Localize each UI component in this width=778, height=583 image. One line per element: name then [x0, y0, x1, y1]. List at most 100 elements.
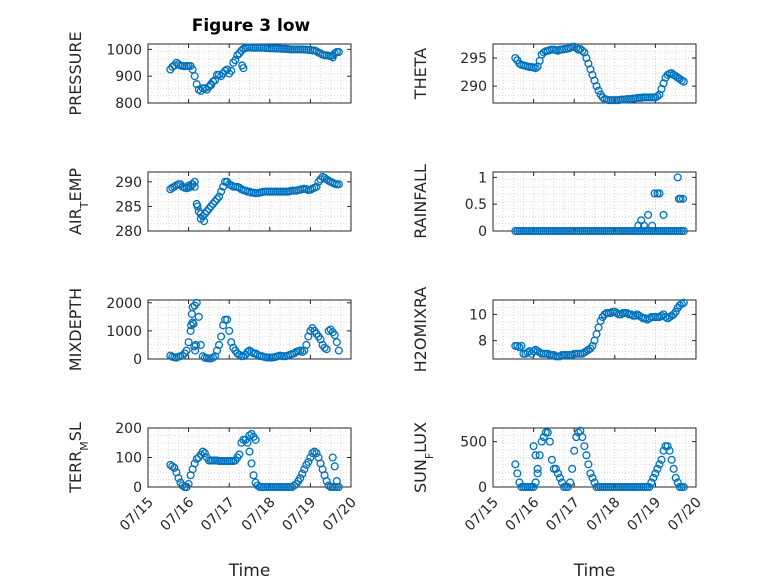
data-point [168, 462, 177, 471]
xtick-label: 07/18 [584, 495, 624, 535]
data-point [322, 175, 331, 184]
data-point [290, 481, 299, 490]
data-point [586, 469, 595, 478]
data-point [663, 314, 672, 323]
data-point [533, 464, 542, 473]
data-point [237, 46, 246, 55]
subplot-1: 290 295 THETA [411, 42, 697, 105]
data-point [679, 226, 688, 236]
data-point [215, 340, 224, 350]
xtick-label: 07/16 [503, 494, 543, 534]
axes-frame-5 [492, 299, 697, 360]
subplot-3: 0 0.5 1 RAINFALL [411, 164, 697, 240]
data-point [300, 465, 309, 474]
xtick-label: 07/17 [198, 495, 238, 535]
data-point [217, 332, 226, 341]
xlabel-6: Time [228, 561, 271, 581]
data-point [239, 64, 248, 73]
data-point [302, 340, 311, 350]
data-point [547, 455, 556, 464]
data-point [190, 177, 199, 186]
data-point [298, 469, 307, 478]
data-point [322, 345, 331, 354]
data-point [231, 56, 240, 65]
data-point [644, 210, 653, 219]
data-point [332, 338, 341, 347]
ytick-label: 500 [460, 435, 487, 451]
data-point [655, 312, 664, 322]
data-point [671, 473, 680, 482]
ytick-label: 900 [115, 69, 142, 85]
data-point [574, 428, 583, 437]
data-point [612, 309, 621, 318]
ytick-label: 285 [115, 199, 142, 215]
data-point [596, 316, 605, 326]
ytick-label: 295 [460, 51, 487, 67]
data-point [582, 347, 591, 356]
data-point [184, 479, 193, 489]
data-point [665, 312, 674, 322]
data-point [566, 478, 575, 487]
data-point [588, 473, 597, 482]
ylabel-2: AIRTEMP [66, 168, 91, 235]
data-point [190, 342, 199, 351]
data-point [310, 447, 319, 456]
data-point [511, 53, 520, 63]
data-point [513, 469, 522, 478]
data-point [191, 340, 200, 350]
data-point [306, 453, 315, 462]
data-point [594, 86, 603, 95]
data-point [588, 341, 597, 350]
data-point [633, 310, 642, 319]
data-point [649, 473, 658, 482]
data-point [676, 194, 685, 203]
data-point [626, 310, 636, 319]
axes-frame-4 [147, 299, 352, 360]
data-point [225, 326, 234, 335]
axes-frame-3 [492, 171, 697, 232]
data-point [675, 301, 684, 310]
data-point [239, 352, 248, 361]
axes-frame-7 [492, 427, 697, 488]
xlabel-7: Time [573, 561, 616, 581]
xtick-label: 07/19 [624, 495, 664, 535]
data-point [199, 217, 209, 226]
data-point [192, 454, 201, 464]
data-point [533, 469, 542, 478]
data-point [648, 221, 657, 230]
data-point [584, 460, 593, 469]
data-point [531, 478, 540, 487]
data-point [308, 449, 317, 458]
data-point [326, 52, 335, 61]
data-point [251, 435, 260, 444]
data-point [166, 185, 175, 194]
data-point [215, 70, 224, 79]
ytick-label: 0.5 [465, 197, 487, 213]
ytick-label: 2000 [106, 296, 142, 312]
data-point [647, 478, 656, 487]
data-point [330, 462, 339, 471]
data-point [334, 47, 343, 57]
data-point [312, 47, 321, 56]
data-point [170, 463, 179, 472]
data-point [606, 309, 615, 318]
data-point [217, 187, 226, 196]
data-point [208, 199, 218, 209]
ylabel-5: H2OMIXRA [411, 287, 430, 373]
data-point [679, 298, 688, 307]
data-point [334, 180, 343, 189]
xtick-label: 07/18 [239, 495, 279, 535]
data-point [184, 338, 193, 347]
data-point [192, 298, 201, 307]
ylabel-3: RAINFALL [411, 164, 430, 239]
data-point [193, 202, 202, 211]
data-point [296, 346, 305, 355]
data-point [515, 478, 524, 487]
data-point [653, 92, 662, 101]
ytick-label: 1000 [106, 324, 142, 340]
ytick-label: 290 [115, 175, 142, 191]
data-point [663, 442, 672, 451]
data-point [673, 478, 682, 487]
figure-title: Figure 3 low [192, 16, 311, 36]
